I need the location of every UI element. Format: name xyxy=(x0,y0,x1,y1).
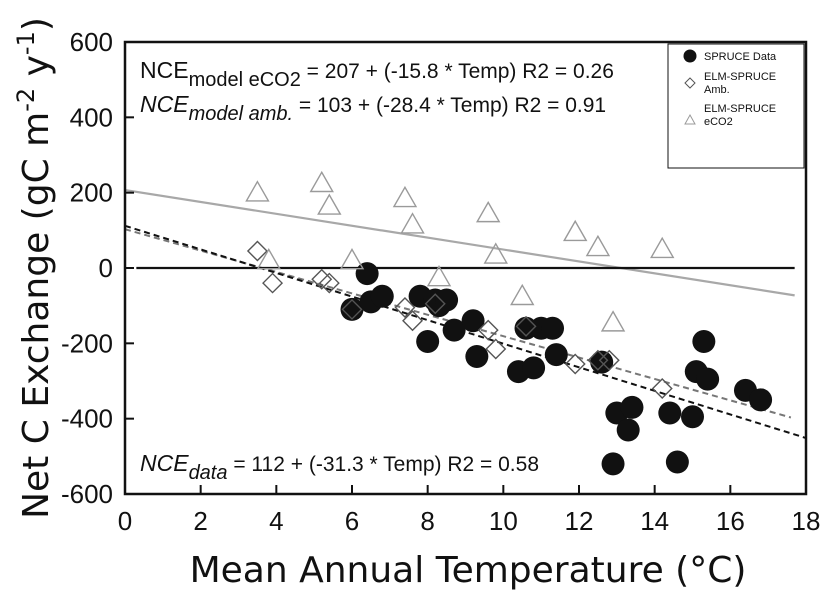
spruce-data-point xyxy=(696,367,720,391)
y-tick-label: -200 xyxy=(61,328,113,358)
spruce-data-point xyxy=(340,297,364,321)
elm-amb-point xyxy=(587,349,609,371)
y-axis-title: Net C Exchange (gC m-2 y-1) xyxy=(12,17,57,519)
spruce-data-point xyxy=(465,345,489,369)
equation-model-amb: NCEmodel amb. = 103 + (-28.4 * Temp) R2 … xyxy=(140,91,606,125)
x-tick-label: 10 xyxy=(489,506,518,536)
model-eco2-fit-line xyxy=(124,188,795,297)
elm-amb-point xyxy=(262,272,284,294)
y-tick-label: 0 xyxy=(99,253,113,283)
equation-model-eco2: NCEmodel eCO2 = 207 + (-15.8 * Temp) R2 … xyxy=(140,57,614,91)
legend-marker-spruce-data xyxy=(683,49,697,63)
legend-label-spruce-data: SPRUCE Data xyxy=(704,51,777,63)
spruce-data-point xyxy=(616,418,640,442)
spruce-data-point xyxy=(461,309,485,333)
y-tick-label: -600 xyxy=(61,479,113,509)
legend-label-elm-amb-line2: Amb. xyxy=(704,84,730,96)
spruce-data-point xyxy=(692,329,716,353)
elm-eco2-point xyxy=(317,193,342,215)
spruce-data-point xyxy=(601,452,625,476)
elm-eco2-point xyxy=(400,212,425,234)
x-tick-label: 2 xyxy=(193,506,207,536)
elm-eco2-point xyxy=(563,219,588,242)
y-tick-label: 400 xyxy=(70,102,113,132)
spruce-data-point xyxy=(435,288,459,312)
elm-eco2-point xyxy=(600,310,626,332)
elm-eco2-point xyxy=(475,200,501,223)
x-tick-label: 4 xyxy=(269,506,283,536)
elm-eco2-point xyxy=(392,185,418,208)
x-axis-title: Mean Annual Temperature (°C) xyxy=(190,550,747,591)
elm-amb-point xyxy=(402,310,424,332)
elm-eco2-point xyxy=(510,283,535,306)
elm-amb-point xyxy=(515,315,537,337)
legend-label-elm-eco2-line1: ELM-SPRUCE xyxy=(704,103,776,115)
elm-eco2-point xyxy=(585,234,611,257)
equation-data: NCEdata = 112 + (-31.3 * Temp) R2 = 0.58 xyxy=(140,450,539,484)
x-tick-label: 18 xyxy=(792,506,820,536)
elm-amb-point xyxy=(477,319,499,341)
x-tick-label: 6 xyxy=(345,506,359,536)
spruce-data-point xyxy=(416,329,440,353)
elm-eco2-point xyxy=(483,242,508,264)
elm-amb-point xyxy=(485,338,507,360)
spruce-data-point xyxy=(658,401,682,425)
spruce-data-point xyxy=(620,395,644,419)
spruce-data-point xyxy=(665,450,689,474)
spruce-data-point xyxy=(355,262,379,286)
x-tick-label: 12 xyxy=(565,506,594,536)
axis-ticks: 0 2 4 6 8 10 12 14 16 18 -600 -400 -200 0 200 400 600 xyxy=(61,27,820,536)
elm-amb-point xyxy=(341,298,363,320)
spruce-data-point xyxy=(544,343,568,367)
elm-amb-point xyxy=(246,240,268,262)
data-fit-line xyxy=(124,224,807,439)
elm-amb-point xyxy=(651,378,673,400)
elm-amb-point xyxy=(424,293,446,315)
spruce-data-point xyxy=(681,405,704,429)
elm-amb-point xyxy=(564,353,586,375)
legend: SPRUCE Data ELM-SPRUCE Amb. ELM-SPRUCE e… xyxy=(667,43,805,169)
elm-amb-point xyxy=(394,297,416,319)
elm-eco2-point xyxy=(245,180,270,202)
spruce-data-point xyxy=(749,388,773,412)
elm-eco2-point xyxy=(339,248,365,270)
elm-eco2-point xyxy=(309,170,334,193)
spruce-data-point xyxy=(541,316,565,340)
y-tick-label: 600 xyxy=(70,27,113,57)
legend-marker-elm-eco2 xyxy=(684,113,696,125)
y-tick-label: 200 xyxy=(70,178,113,208)
spruce-data-point xyxy=(522,356,546,380)
elm-eco2-point xyxy=(256,248,281,270)
x-tick-label: 14 xyxy=(640,506,669,536)
elm-eco2-point xyxy=(426,265,452,287)
x-tick-label: 0 xyxy=(118,506,132,536)
spruce-data-point xyxy=(442,318,466,342)
elm-amb-point xyxy=(318,272,340,294)
x-tick-label: 8 xyxy=(420,506,434,536)
y-tick-label: -400 xyxy=(61,404,113,434)
spruce-data-point xyxy=(370,284,394,308)
elm-amb-point xyxy=(311,268,333,290)
legend-label-elm-amb-line1: ELM-SPRUCE xyxy=(704,71,776,83)
legend-label-elm-eco2-line2: eCO2 xyxy=(704,116,733,128)
legend-marker-elm-amb xyxy=(684,77,696,89)
elm-amb-point xyxy=(598,349,620,371)
elm-eco2-point xyxy=(650,236,675,259)
data-points xyxy=(245,170,773,476)
legend-box xyxy=(667,43,805,169)
x-tick-label: 16 xyxy=(716,506,745,536)
